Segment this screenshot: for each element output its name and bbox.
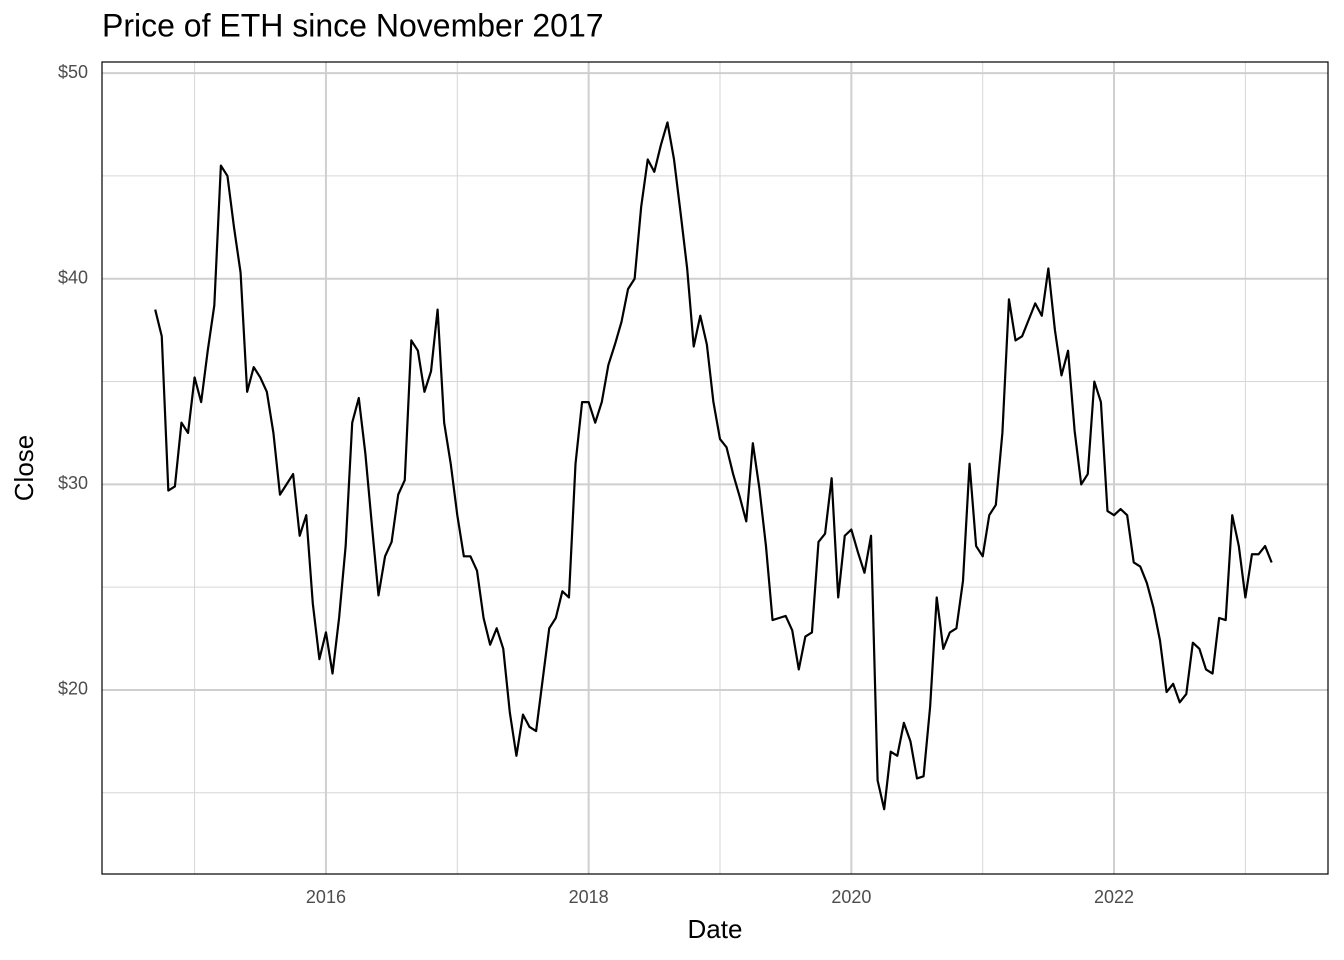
y-axis-label: Close <box>9 435 39 501</box>
y-tick-label: $30 <box>58 473 88 493</box>
price-line <box>154 121 1273 811</box>
x-tick-label: 2016 <box>306 887 346 907</box>
x-tick-label: 2018 <box>569 887 609 907</box>
plot-area <box>154 121 1273 811</box>
x-tick-label: 2022 <box>1094 887 1134 907</box>
y-tick-label: $20 <box>58 679 88 699</box>
y-tick-label: $50 <box>58 62 88 82</box>
chart-title: Price of ETH since November 2017 <box>102 7 604 43</box>
x-tick-label: 2020 <box>831 887 871 907</box>
panel-border <box>101 61 1329 875</box>
x-axis-label: Date <box>688 914 743 944</box>
y-tick-label: $40 <box>58 267 88 287</box>
grid <box>102 62 1328 874</box>
